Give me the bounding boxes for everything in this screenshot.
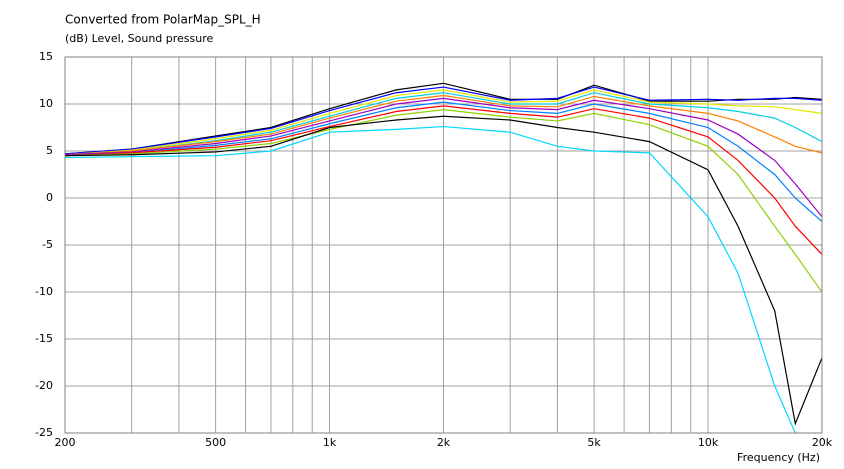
x-tick-label: 2k bbox=[437, 436, 451, 449]
response-line bbox=[65, 86, 822, 155]
response-line bbox=[65, 125, 796, 433]
y-tick-label: -15 bbox=[35, 332, 53, 345]
response-line bbox=[65, 94, 822, 156]
x-axis-label: Frequency (Hz) bbox=[737, 451, 820, 464]
x-tick-label: 1k bbox=[323, 436, 337, 449]
y-tick-label: -10 bbox=[35, 285, 53, 298]
chart-title: Converted from PolarMap_SPL_H bbox=[65, 13, 261, 27]
chart-subtitle: (dB) Level, Sound pressure bbox=[65, 32, 214, 45]
response-line bbox=[65, 115, 822, 426]
x-tick-label: 10k bbox=[698, 436, 719, 449]
y-tick-label: 15 bbox=[39, 50, 53, 63]
plot-lines bbox=[65, 82, 822, 433]
response-line bbox=[65, 92, 822, 156]
response-line bbox=[65, 101, 822, 222]
plot-frame bbox=[64, 56, 823, 434]
x-tick-label: 5k bbox=[587, 436, 601, 449]
y-tick-label: 10 bbox=[39, 97, 53, 110]
x-tick-label: 200 bbox=[55, 436, 76, 449]
grid bbox=[64, 56, 823, 434]
response-line bbox=[65, 105, 822, 255]
y-tick-label: -5 bbox=[42, 238, 53, 251]
x-tick-label: 20k bbox=[812, 436, 833, 449]
x-tick-label: 500 bbox=[205, 436, 226, 449]
y-tick-label: -20 bbox=[35, 379, 53, 392]
y-tick-label: 0 bbox=[46, 191, 53, 204]
y-tick-label: -25 bbox=[35, 426, 53, 439]
y-tick-label: 5 bbox=[46, 144, 53, 157]
response-line bbox=[65, 109, 822, 293]
response-line bbox=[65, 97, 822, 218]
response-line bbox=[65, 89, 822, 156]
